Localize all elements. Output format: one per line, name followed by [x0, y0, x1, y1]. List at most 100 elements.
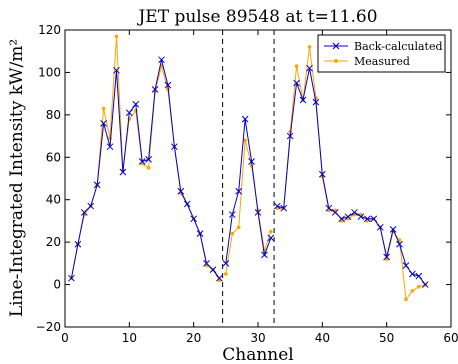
back-calculated-point-25	[222, 260, 230, 267]
y-tick-label-4: 60	[46, 150, 61, 164]
measured-point-54	[410, 289, 415, 293]
legend: Back-calculated Measured	[317, 34, 446, 73]
back-calculated-point-55	[415, 272, 423, 280]
back-calculated-point-31	[261, 251, 268, 259]
back-calculated-point-44	[344, 213, 352, 221]
back-calculated-point-23	[209, 266, 217, 274]
y-axis-label: Line-Integrated Intensity kW/m²	[7, 39, 27, 317]
back-calculated-point-7	[106, 143, 114, 151]
back-calculated-point-40	[318, 170, 326, 178]
legend-back-label: Back-calculated	[354, 40, 443, 53]
back-calculated-point-45	[351, 209, 358, 216]
measured-line-segment-2	[277, 46, 426, 301]
back-calculated-point-5	[93, 181, 101, 189]
back-calculated-point-12	[138, 158, 146, 165]
legend-measured-marker	[334, 59, 338, 63]
measured-point-52	[397, 238, 402, 242]
back-calculated-point-30	[254, 209, 262, 216]
x-tick-label-60: 60	[443, 331, 458, 345]
back-calculated-point-41	[325, 204, 333, 212]
back-calculated-point-33	[273, 202, 281, 210]
y-tick-label-6: 100	[38, 65, 61, 79]
back-calculated-point-21	[196, 230, 204, 238]
measured-point-25	[224, 272, 228, 276]
back-calculated-point-24	[216, 274, 223, 282]
back-calculated-point-52	[396, 240, 403, 248]
back-calculated-point-49	[376, 223, 384, 231]
back-calculated-line-segment-2	[277, 68, 426, 285]
back-calculated-point-56	[421, 281, 429, 288]
measured-point-13	[146, 166, 151, 170]
back-calculated-point-54	[409, 270, 416, 278]
x-axis-label: Channel	[222, 345, 294, 364]
back-calculated-point-13	[145, 156, 152, 163]
measured-point-27	[236, 225, 241, 230]
x-tick-label-0: 0	[61, 331, 69, 345]
back-calculated-point-35	[286, 132, 294, 140]
back-calculated-point-8	[113, 66, 120, 74]
back-calculated-point-2	[74, 240, 82, 248]
back-calculated-point-46	[357, 213, 365, 221]
measured-line-segment-0	[70, 36, 220, 281]
measured-point-53	[404, 297, 408, 302]
back-calculated-point-51	[389, 226, 397, 233]
back-calculated-point-10	[125, 109, 133, 117]
back-calculated-point-22	[203, 260, 210, 267]
back-calculated-point-11	[132, 100, 140, 108]
back-calculated-point-17	[171, 143, 178, 151]
y-tick-label-0: −20	[36, 320, 61, 334]
back-calculated-point-37	[299, 96, 307, 104]
measured-point-8	[114, 34, 119, 39]
measured-point-26	[230, 231, 235, 236]
back-calculated-point-34	[280, 204, 288, 212]
back-calculated-point-32	[267, 234, 275, 242]
chart-title: JET pulse 89548 at t=11.60	[136, 7, 377, 27]
x-tick-label-10: 10	[122, 331, 137, 345]
y-tick-label-7: 120	[38, 23, 61, 37]
back-calculated-point-1	[68, 274, 75, 282]
back-calculated-point-42	[331, 209, 339, 216]
back-calculated-point-29	[248, 158, 255, 165]
measured-point-6	[101, 106, 106, 111]
back-calculated-point-43	[338, 215, 345, 223]
back-calculated-point-38	[306, 64, 313, 72]
back-calculated-point-16	[164, 81, 172, 89]
plot-area	[68, 30, 429, 327]
back-calculated-point-4	[87, 202, 95, 210]
measured-point-28	[243, 138, 247, 143]
back-calculated-point-28	[241, 115, 249, 123]
back-calculated-point-47	[364, 215, 371, 223]
y-tick-label-3: 40	[46, 193, 61, 207]
back-calculated-point-6	[100, 119, 107, 127]
back-calculated-line-segment-1	[225, 119, 272, 264]
x-tick-label-20: 20	[186, 331, 201, 345]
back-calculated-line-segment-0	[70, 59, 220, 279]
back-calculated-point-53	[402, 262, 410, 269]
legend-measured-label: Measured	[354, 55, 410, 68]
measured-point-32	[269, 229, 273, 234]
back-calculated-point-39	[312, 98, 320, 106]
x-tick-label-30: 30	[250, 331, 265, 345]
back-calculated-point-48	[370, 215, 378, 223]
back-calculated-point-26	[228, 211, 236, 218]
measured-point-36	[294, 64, 299, 68]
legend-back-marker	[332, 42, 340, 50]
x-tick-label-40: 40	[315, 331, 330, 345]
measured-point-55	[417, 284, 421, 289]
back-calculated-point-15	[158, 56, 165, 64]
back-calculated-point-50	[383, 253, 391, 261]
back-calculated-point-20	[190, 215, 198, 223]
back-calculated-point-36	[293, 79, 300, 87]
y-tick-label-5: 80	[46, 108, 61, 122]
measured-point-38	[307, 45, 312, 49]
back-calculated-point-18	[177, 187, 185, 195]
y-tick-label-1: 0	[53, 278, 61, 292]
y-tick-label-2: 20	[46, 235, 61, 249]
legend-box	[317, 34, 446, 73]
plot-frame	[64, 29, 452, 328]
back-calculated-point-19	[183, 200, 191, 208]
back-calculated-point-9	[119, 168, 127, 176]
back-calculated-point-14	[151, 86, 159, 93]
